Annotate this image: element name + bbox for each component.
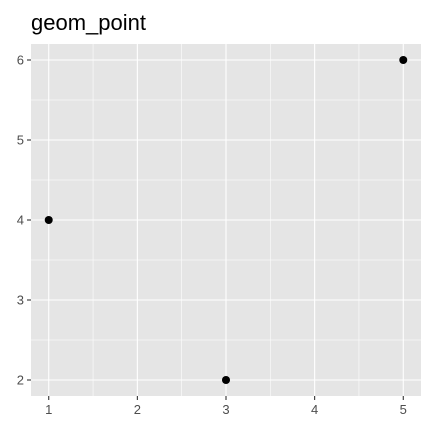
x-tick-label: 2 bbox=[134, 402, 141, 417]
y-axis: 2 3 4 5 6 bbox=[17, 53, 31, 388]
y-tick-label: 6 bbox=[17, 53, 24, 68]
data-point bbox=[45, 216, 53, 224]
x-axis: 1 2 3 4 5 bbox=[45, 396, 407, 417]
x-tick-label: 5 bbox=[400, 402, 407, 417]
data-point bbox=[222, 376, 230, 384]
y-tick-label: 5 bbox=[17, 133, 24, 148]
x-tick-label: 3 bbox=[222, 402, 229, 417]
x-tick-label: 1 bbox=[45, 402, 52, 417]
y-tick-label: 2 bbox=[17, 373, 24, 388]
x-tick-label: 4 bbox=[311, 402, 318, 417]
data-point bbox=[399, 56, 407, 64]
y-tick-label: 3 bbox=[17, 293, 24, 308]
chart-title: geom_point bbox=[31, 10, 146, 35]
y-tick-label: 4 bbox=[17, 213, 24, 228]
